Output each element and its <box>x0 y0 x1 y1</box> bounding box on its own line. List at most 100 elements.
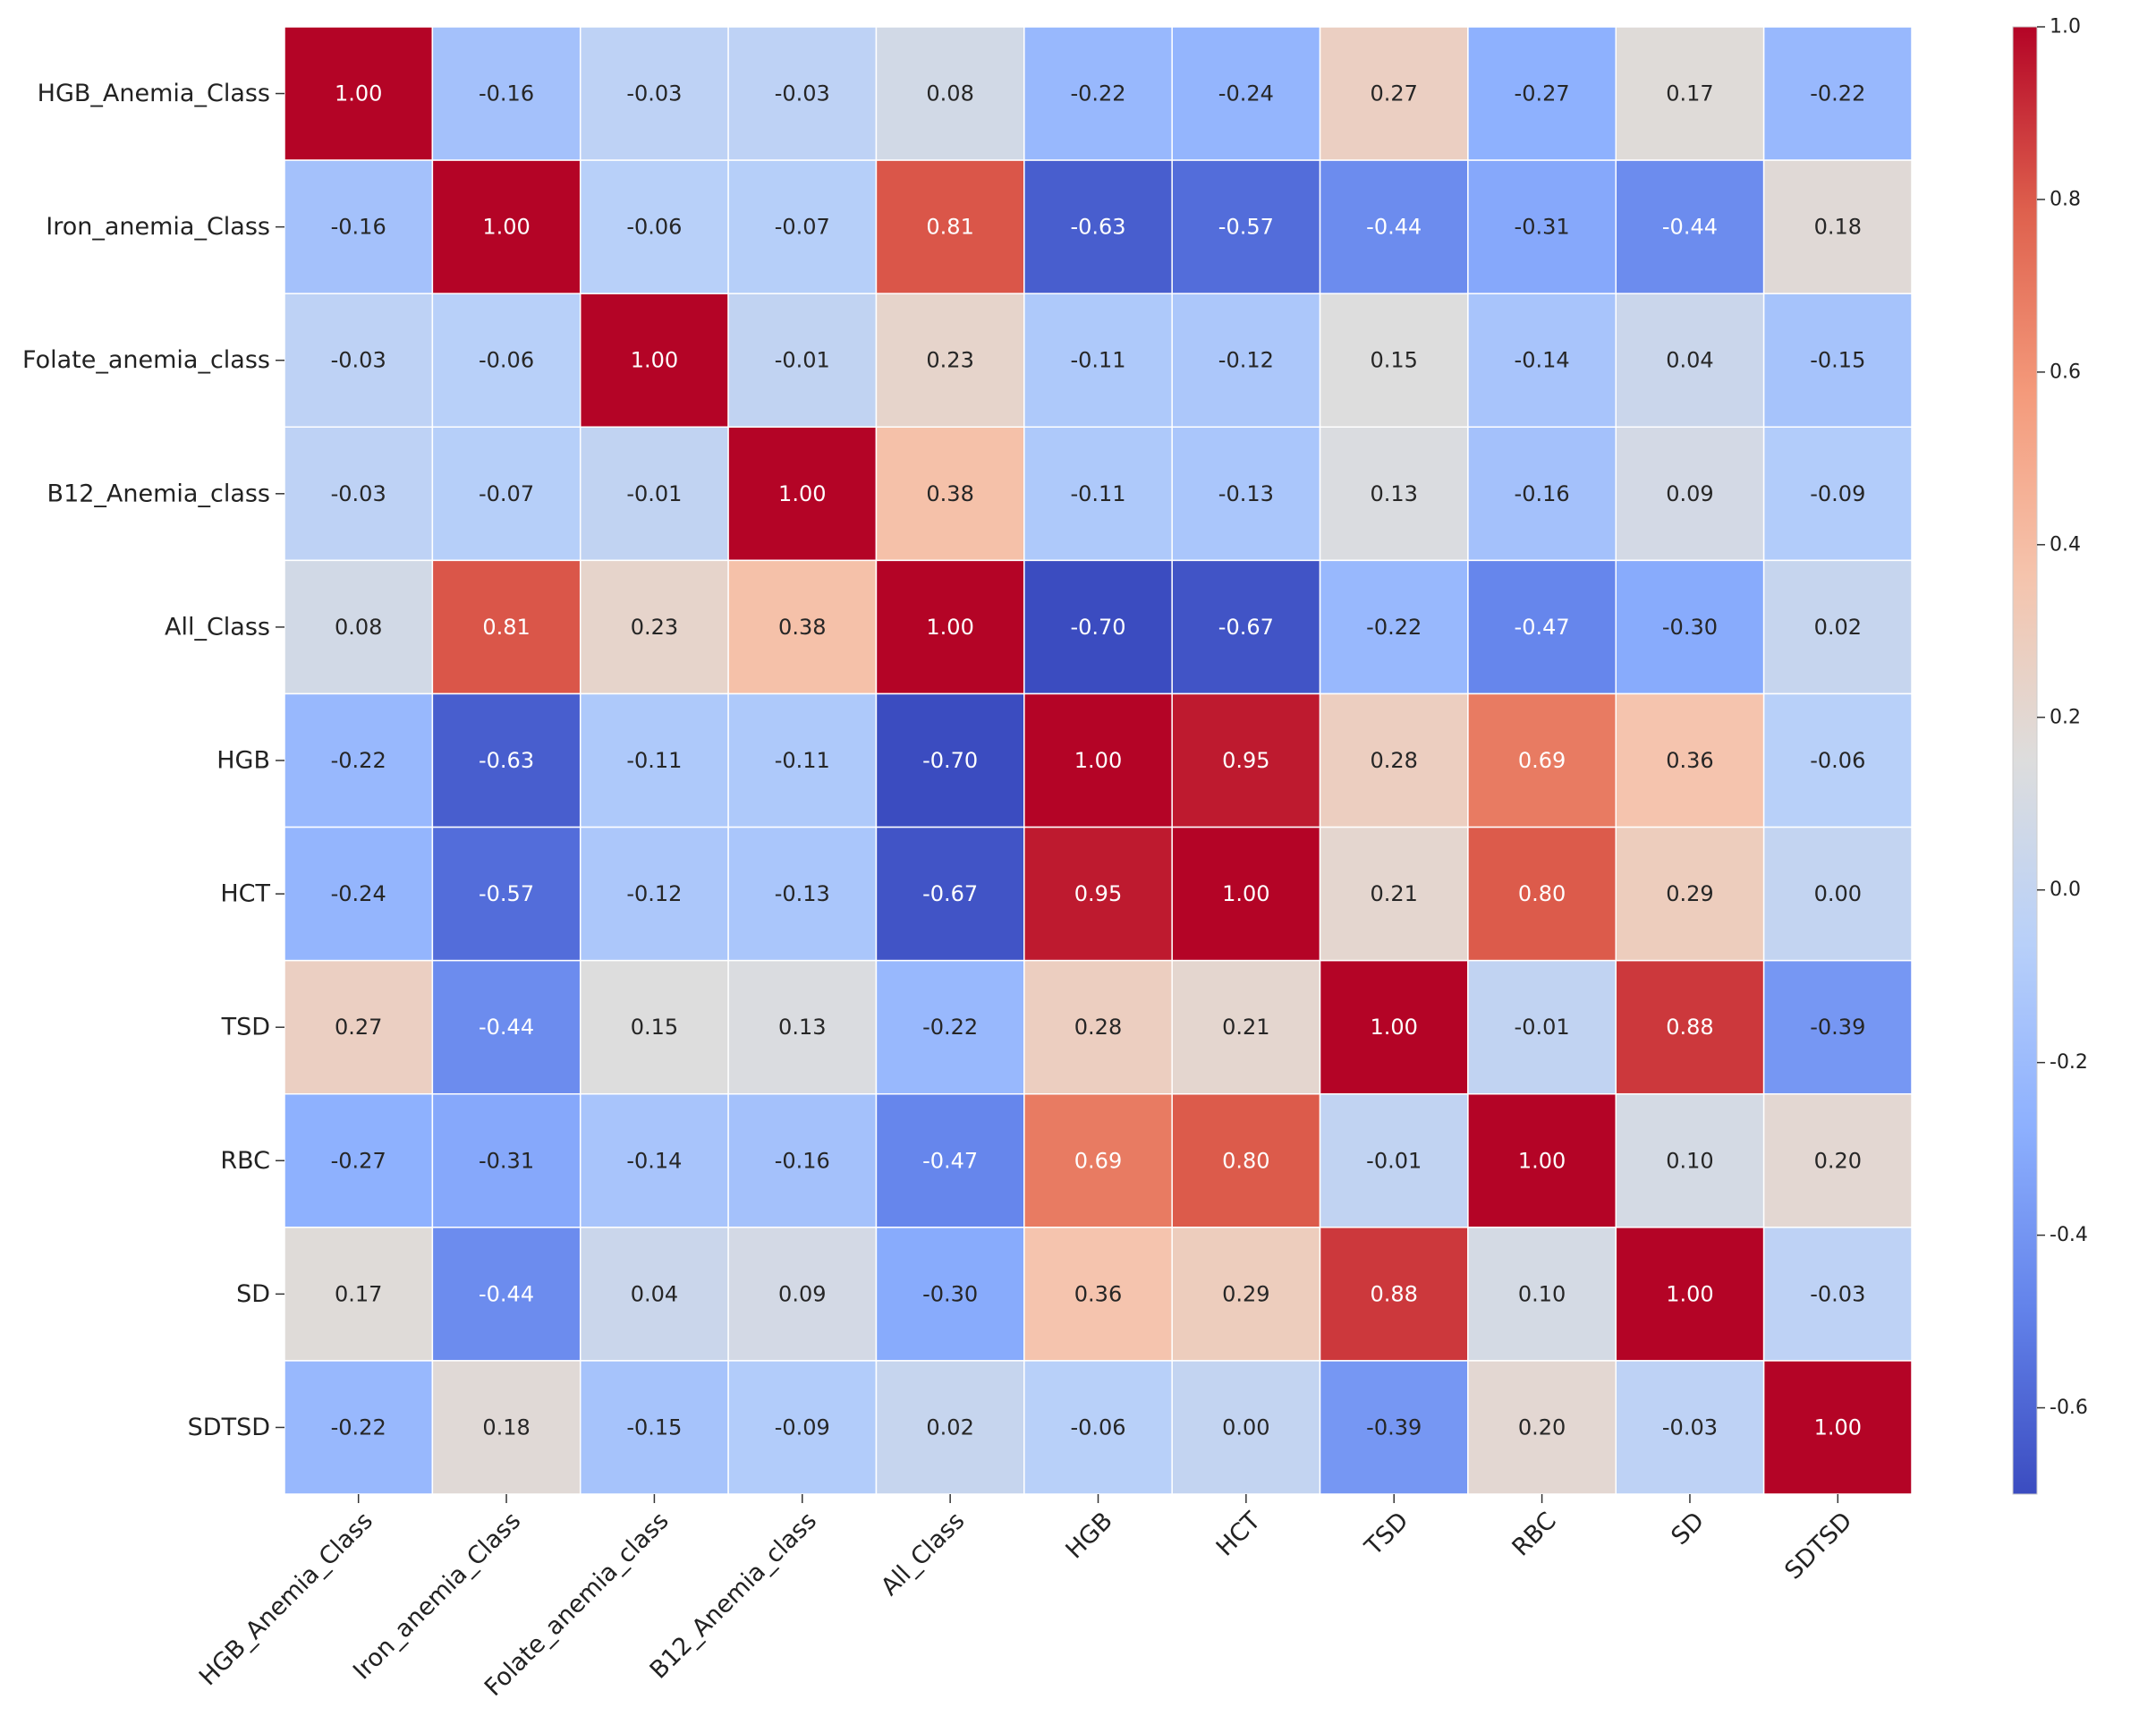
heatmap-cell <box>1171 826 1321 962</box>
heatmap-cell <box>431 1360 581 1495</box>
heatmap-cell <box>1762 1092 1913 1228</box>
colorbar-tick-label: 0.0 <box>2050 879 2081 901</box>
colorbar: 1.0 0.8 0.6 0.4 0.2 0.0 -0.2 -0.4 -0.6 <box>2012 16 2088 1495</box>
cell-value-label: 0.36 <box>1666 748 1713 773</box>
cell-value-label: 0.80 <box>1222 1148 1269 1173</box>
cell-value-label: -0.06 <box>626 215 682 240</box>
cell-value-label: -0.57 <box>1218 215 1274 240</box>
heatmap-cell <box>1171 559 1321 695</box>
x-tick-label: SDTSD <box>1779 1507 1857 1584</box>
cell-value-label: -0.15 <box>1810 348 1865 373</box>
cell-value-label: 0.20 <box>1814 1148 1862 1173</box>
cell-value-label: 0.15 <box>631 1015 678 1040</box>
cell-value-label: 0.29 <box>1666 881 1713 906</box>
heatmap-cell <box>431 959 581 1095</box>
cell-value-label: 0.27 <box>335 1015 382 1040</box>
cell-value-label: -0.06 <box>1810 748 1865 773</box>
cell-value-label: -0.01 <box>1366 1148 1422 1173</box>
cell-value-label: 0.13 <box>1371 481 1418 506</box>
cell-value-label: -0.63 <box>479 748 534 773</box>
heatmap-cell <box>1171 293 1321 429</box>
heatmap-cell <box>579 159 729 294</box>
cell-value-label: 0.29 <box>1222 1281 1269 1306</box>
cell-value-label: -0.03 <box>626 81 682 106</box>
cell-value-label: 0.08 <box>926 81 973 106</box>
heatmap-cell <box>1171 1092 1321 1228</box>
heatmap-cell <box>1467 559 1617 695</box>
heatmap-cell <box>1319 159 1469 294</box>
cell-value-label: -0.11 <box>626 748 682 773</box>
heatmap-cell <box>1467 1092 1617 1228</box>
cell-value-label: -0.16 <box>1515 481 1570 506</box>
heatmap-cell <box>1467 959 1617 1095</box>
cell-value-label: -0.44 <box>1662 215 1718 240</box>
heatmap-cell <box>579 426 729 562</box>
heatmap-cell <box>1319 959 1469 1095</box>
y-tick-label: Folate_anemia_class <box>22 346 270 374</box>
y-tick-label: HCT <box>220 880 270 908</box>
heatmap-cell <box>1762 293 1913 429</box>
heatmap-cell <box>284 1092 434 1228</box>
heatmap-cell <box>1762 1227 1913 1362</box>
cell-value-label: -0.44 <box>1366 215 1422 240</box>
heatmap-cell <box>1467 826 1617 962</box>
colorbar-tick-label: 0.2 <box>2050 706 2081 728</box>
cell-value-label: 0.10 <box>1666 1148 1713 1173</box>
heatmap-cell <box>1319 1092 1469 1228</box>
cell-value-label: -0.22 <box>331 1414 386 1440</box>
heatmap-cell <box>284 559 434 695</box>
heatmap-cell <box>1319 826 1469 962</box>
cell-value-label: 0.10 <box>1518 1281 1566 1306</box>
cell-value-label: 1.00 <box>1666 1281 1713 1306</box>
heatmap-cell <box>1615 826 1765 962</box>
cell-value-label: 0.69 <box>1518 748 1566 773</box>
heatmap-cell <box>579 1360 729 1495</box>
cell-value-label: -0.13 <box>775 881 830 906</box>
cell-value-label: -0.11 <box>775 748 830 773</box>
cell-value-label: -0.11 <box>1070 481 1125 506</box>
cell-value-label: 0.88 <box>1666 1015 1713 1040</box>
heatmap-cell <box>727 826 878 962</box>
heatmap-cell <box>727 959 878 1095</box>
heatmap-cell <box>1171 426 1321 562</box>
cell-value-label: -0.06 <box>1070 1414 1125 1440</box>
heatmap-cell <box>875 559 1025 695</box>
cell-value-label: -0.16 <box>331 215 386 240</box>
heatmap-cell <box>727 26 878 161</box>
cell-value-label: -0.07 <box>775 215 830 240</box>
heatmap-cell <box>284 1360 434 1495</box>
heatmap-cell <box>1171 1227 1321 1362</box>
heatmap-cell <box>1467 159 1617 294</box>
heatmap-cell <box>284 293 434 429</box>
cell-value-label: -0.03 <box>775 81 830 106</box>
y-tick-label: Iron_anemia_Class <box>46 213 270 241</box>
heatmap-cells <box>284 26 1913 1495</box>
heatmap-cell <box>1467 1360 1617 1495</box>
cell-value-label: -0.01 <box>1515 1015 1570 1040</box>
cell-value-label: -0.27 <box>1515 81 1570 106</box>
cell-value-label: -0.09 <box>1810 481 1865 506</box>
cell-value-label: 1.00 <box>1814 1414 1862 1440</box>
cell-value-label: -0.30 <box>1662 615 1718 640</box>
cell-value-label: 0.28 <box>1371 748 1418 773</box>
cell-value-label: 0.23 <box>631 615 678 640</box>
heatmap-cell <box>1023 293 1173 429</box>
heatmap-cell <box>431 826 581 962</box>
heatmap-cell <box>284 26 434 161</box>
cell-value-label: 0.21 <box>1222 1015 1269 1040</box>
cell-value-label: -0.31 <box>479 1148 534 1173</box>
heatmap-cell <box>1023 26 1173 161</box>
cell-value-label: 0.80 <box>1518 881 1566 906</box>
heatmap-cell <box>1615 26 1765 161</box>
heatmap-cell <box>727 426 878 562</box>
heatmap-cell <box>1467 293 1617 429</box>
cell-value-label: -0.57 <box>479 881 534 906</box>
cell-value-label: 0.09 <box>1666 481 1713 506</box>
cell-value-label: -0.31 <box>1515 215 1570 240</box>
cell-value-label: -0.16 <box>775 1148 830 1173</box>
colorbar-tick-label: -0.6 <box>2050 1397 2088 1419</box>
heatmap-cell <box>1615 559 1765 695</box>
cell-value-label: 1.00 <box>631 348 678 373</box>
heatmap-cell <box>1467 426 1617 562</box>
cell-value-label: -0.09 <box>775 1414 830 1440</box>
